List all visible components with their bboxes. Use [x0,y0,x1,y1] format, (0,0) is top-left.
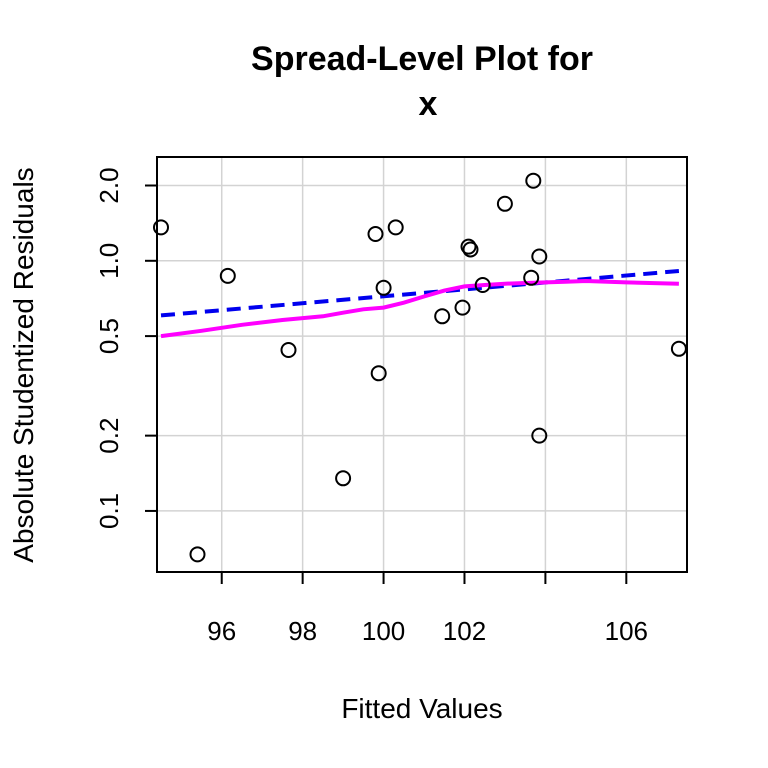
data-point [462,241,479,258]
data-point [460,238,477,255]
y-tick-label: 0.5 [94,318,124,354]
data-point [219,267,236,284]
data-point [525,172,542,189]
chart-title-line-1: Spread-Level Plot for [251,40,593,78]
chart-title-line-2: x [419,85,438,123]
data-point [335,470,352,487]
data-point [280,342,297,358]
data-point [189,546,206,563]
fit-line-line [160,269,680,318]
y-tick-label: 0.2 [94,418,124,454]
data-point [370,365,387,382]
smoother-line [160,278,679,339]
data-point [434,308,451,325]
data-point [474,277,491,293]
data-point [523,269,540,286]
data-point [670,340,687,357]
x-tick-label: 106 [605,616,648,646]
y-tick-label: 2.0 [94,167,124,203]
data-point [531,248,548,265]
data-point [387,219,404,236]
data-point [496,195,513,212]
data-point [153,219,169,236]
grid-lines [157,157,687,572]
fit-lines [160,269,680,339]
y-tick-label: 0.1 [94,493,124,529]
x-tick-label: 100 [362,616,405,646]
plot-frame [156,156,688,573]
x-axis-title: Fitted Values [341,693,502,724]
x-tick-label: 98 [288,616,317,646]
y-tick-label: 1.0 [94,243,124,279]
data-point [367,226,384,242]
y-axis: 0.1 0.2 0.5 1.0 2.0 [94,167,157,529]
data-point [531,427,548,444]
x-tick-label: 96 [207,616,236,646]
data-point [375,279,392,296]
y-axis-title: Absolute Studentized Residuals [8,167,39,562]
x-tick-label: 102 [443,616,486,646]
data-points [153,172,687,563]
data-point [454,299,471,316]
x-axis: 96 98 100 102 106 [207,571,648,646]
